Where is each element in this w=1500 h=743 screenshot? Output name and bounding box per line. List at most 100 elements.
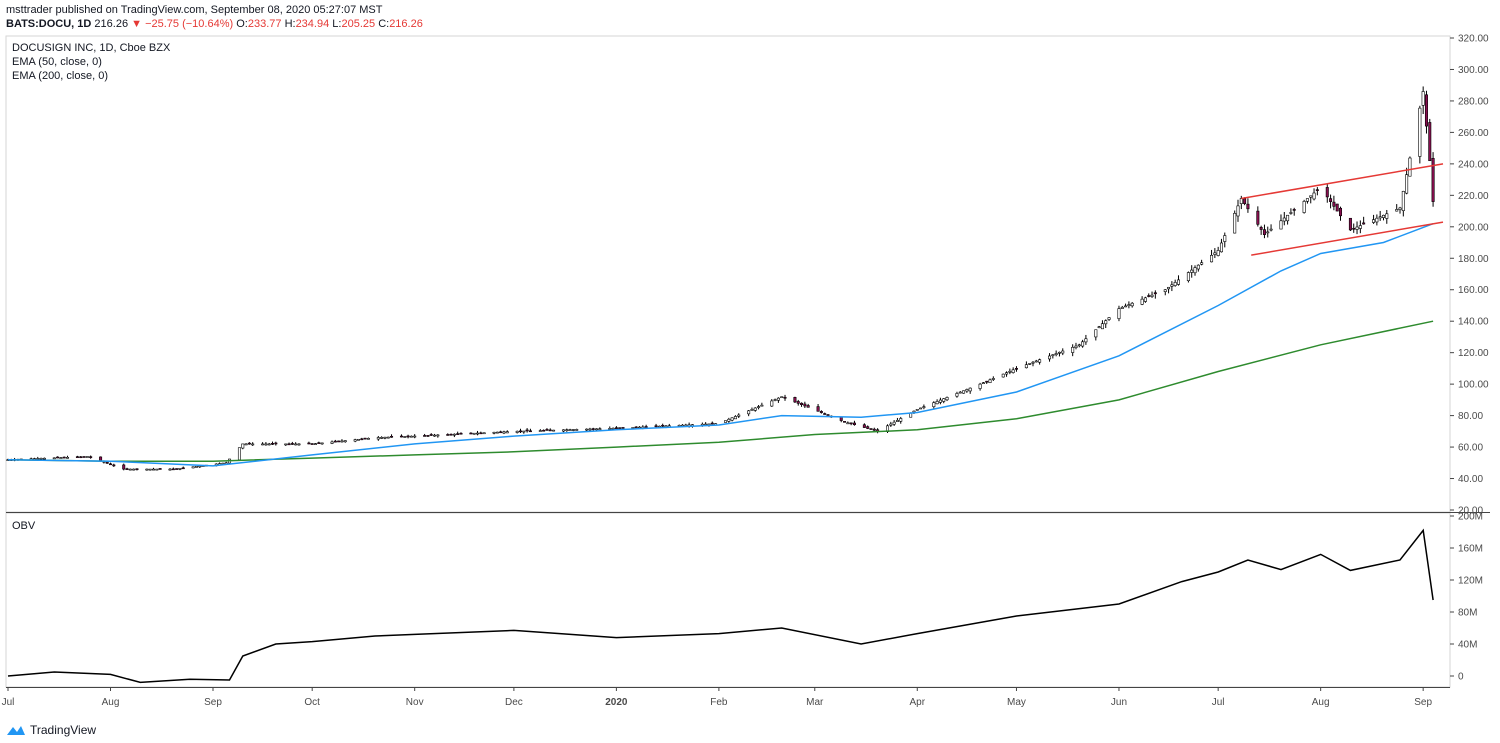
x-axis: Jul Aug Sep Oct Nov Dec 2020 Feb Mar Apr May Jun Jul… — [2, 687, 1432, 708]
candle-body — [793, 397, 797, 403]
candle-body — [895, 420, 899, 422]
x-tick-label: Nov — [406, 697, 424, 708]
price-y-axis: 320.00 300.00 280.00 260.00 240.00 220.00 200.… — [1450, 34, 1489, 517]
candle-body — [915, 409, 919, 411]
candle-body — [1001, 373, 1005, 378]
candle-body — [1236, 205, 1240, 217]
candle-body — [158, 468, 162, 470]
candle-body — [608, 428, 612, 430]
candle-body — [661, 424, 665, 427]
candle-body — [271, 443, 275, 445]
candle-body — [1051, 354, 1055, 357]
candle-body — [168, 468, 172, 471]
candle-body — [492, 431, 496, 434]
candle-body — [985, 380, 989, 383]
ema50-line — [7, 222, 1434, 467]
candle-body — [571, 429, 575, 431]
candle-body — [244, 443, 248, 446]
candle-body — [1143, 297, 1147, 302]
candle-body — [981, 382, 985, 385]
candle-body — [429, 434, 433, 436]
candle-body — [654, 425, 658, 428]
obv-tick-label: 0 — [1458, 672, 1464, 683]
candle-body — [1339, 207, 1343, 217]
price-tick-label: 300.00 — [1458, 65, 1489, 76]
candle-body — [1395, 209, 1399, 212]
candle-body — [1378, 216, 1382, 219]
price-pane-border — [5, 35, 1451, 513]
candle-body — [264, 443, 268, 446]
candle-body — [1223, 235, 1227, 242]
candle-body — [399, 435, 403, 438]
candle-body — [819, 411, 823, 413]
candle-body — [1077, 344, 1081, 347]
obv-pane-border — [5, 512, 1451, 688]
candle-body — [241, 443, 245, 449]
candle-body — [1048, 355, 1052, 360]
candle-body — [403, 436, 407, 438]
candle-body — [723, 420, 727, 423]
x-tick-label: Mar — [806, 697, 824, 708]
x-tick-label: Sep — [204, 697, 222, 708]
channel-lower-line[interactable] — [1251, 221, 1444, 256]
candle-body — [386, 436, 390, 439]
candle-body — [36, 458, 40, 460]
candle-body — [518, 430, 522, 433]
candle-body — [889, 423, 893, 426]
x-tick-label: Feb — [710, 697, 728, 708]
candle-body — [568, 429, 572, 431]
candle-body — [823, 413, 827, 415]
candle-body — [958, 391, 962, 394]
candle-body — [846, 422, 850, 425]
obv-tick-label: 160M — [1458, 544, 1483, 555]
low-value: 205.25 — [341, 18, 376, 30]
candle-body — [380, 437, 384, 439]
candle-body — [1332, 201, 1336, 207]
x-tick-label: Jul — [1212, 697, 1225, 708]
candle-body — [727, 418, 731, 422]
candle-body — [66, 456, 70, 459]
candle-body — [1246, 203, 1250, 210]
candle-body — [968, 387, 972, 392]
channel-upper-line[interactable] — [1241, 163, 1444, 200]
candle-body — [922, 406, 926, 408]
candle-body — [1302, 201, 1306, 213]
candle-body — [406, 435, 410, 438]
candle-body — [191, 466, 195, 469]
candle-body — [988, 379, 992, 383]
candle-body — [449, 433, 453, 436]
candle-body — [1124, 305, 1128, 308]
candle-body — [1107, 317, 1111, 320]
candle-body — [479, 432, 483, 435]
candle-body — [320, 442, 324, 445]
candle-body — [1140, 298, 1144, 305]
candle-body — [591, 428, 595, 430]
candle-body — [1289, 212, 1293, 214]
candle-body — [892, 421, 896, 425]
candle-body — [528, 430, 532, 433]
x-tick-label: May — [1007, 697, 1026, 708]
candle-body — [297, 443, 301, 446]
candle-body — [1372, 219, 1376, 223]
candle-body — [148, 468, 152, 471]
price-tick-label: 260.00 — [1458, 128, 1489, 139]
candle-body — [565, 429, 569, 432]
tradingview-logo[interactable]: TradingView — [6, 723, 96, 737]
candle-body — [1239, 198, 1243, 204]
candles — [6, 86, 1435, 471]
candle-body — [505, 431, 509, 434]
candle-body — [247, 442, 251, 445]
candle-body — [595, 428, 599, 431]
candle-body — [852, 422, 856, 426]
candle-body — [337, 440, 341, 443]
candle-body — [942, 398, 946, 402]
candle-body — [747, 410, 751, 415]
candle-body — [1305, 198, 1309, 202]
candle-body — [780, 396, 784, 399]
price-tick-label: 200.00 — [1458, 222, 1489, 233]
candle-body — [366, 437, 370, 440]
candle-body — [872, 428, 876, 431]
candle-body — [89, 456, 93, 458]
candle-body — [502, 431, 506, 434]
